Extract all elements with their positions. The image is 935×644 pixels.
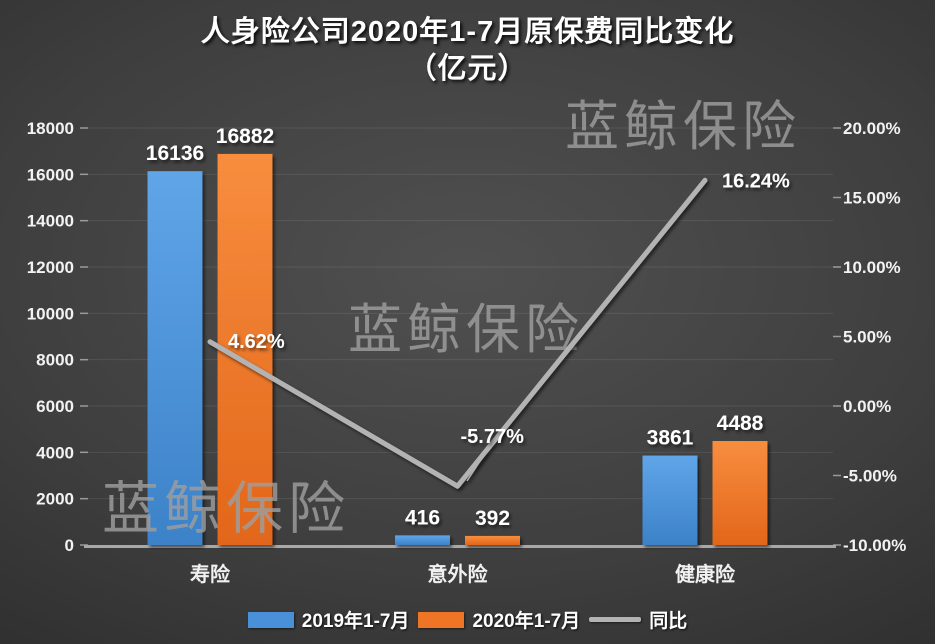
- watermark-layer: 蓝鲸保险 蓝鲸保险 蓝鲸保险: [102, 97, 801, 541]
- bar-2020: [712, 441, 768, 545]
- watermark-bottom-left: 蓝鲸保险: [102, 477, 350, 541]
- bar-2020: [465, 535, 520, 545]
- category-label: 健康险: [675, 562, 736, 586]
- y2-axis-tick-label: 10.00%: [843, 258, 901, 277]
- bar-value-label: 416: [405, 506, 440, 529]
- bar-2019: [395, 535, 450, 545]
- y-axis-tick-label: 6000: [36, 397, 74, 416]
- y-axis-tick-label: 4000: [36, 443, 74, 462]
- legend-swatch-2019: [247, 611, 294, 628]
- chart-title-line2: （亿元）: [407, 53, 528, 85]
- y-axis-tick-label: 2000: [36, 490, 74, 509]
- y-axis-tick-label: 14000: [27, 212, 74, 231]
- category-label: 寿险: [190, 562, 231, 586]
- bar-value-label: 392: [475, 507, 510, 530]
- bar-2019: [147, 171, 203, 545]
- y-axis-tick-label: 0: [65, 536, 74, 555]
- y-axis-tick-label: 8000: [36, 351, 74, 370]
- y2-axis-tick-label: 0.00%: [843, 397, 891, 416]
- line-point-label: 16.24%: [722, 170, 790, 192]
- y2-axis-tick-label: 5.00%: [843, 328, 891, 347]
- y2-axis-tick-label: 15.00%: [843, 189, 901, 208]
- chart-title-line1: 人身险公司2020年1-7月原保费同比变化: [200, 16, 735, 48]
- legend-label-yoy: 同比: [649, 611, 688, 632]
- bar-value-label: 16882: [216, 125, 274, 148]
- yoy-line: [207, 177, 708, 489]
- legend-label-2019: 2019年1-7月: [301, 611, 410, 632]
- legend: 2019年1-7月 2020年1-7月 同比: [0, 606, 935, 633]
- watermark-top-right: 蓝鲸保险: [565, 97, 801, 157]
- line-point-label: 4.62%: [228, 331, 285, 353]
- y-axis-tick-label: 18000: [27, 119, 74, 138]
- gridline-layer: [88, 127, 833, 500]
- watermark-middle: 蓝鲸保险: [348, 300, 584, 360]
- bar-value-label: 3861: [647, 427, 694, 450]
- bar-value-label: 4488: [717, 412, 764, 435]
- legend-item-yoy: 同比: [589, 606, 687, 633]
- category-label: 意外险: [428, 562, 489, 586]
- legend-item-2019: 2019年1-7月: [247, 606, 410, 633]
- bar-value-label: 16136: [146, 142, 204, 165]
- line-point-label: -5.77%: [461, 426, 525, 448]
- line-labels-layer: 4.62% -5.77% 16.24%: [228, 170, 790, 482]
- legend-swatch-2020: [418, 611, 465, 628]
- axis-layer: 0 2000 4000 6000 8000 10000 12000 14000 16000 180…: [27, 119, 907, 586]
- legend-item-2020: 2020年1-7月: [418, 606, 580, 633]
- legend-label-2020: 2020年1-7月: [472, 611, 581, 632]
- bars-layer: [147, 153, 768, 545]
- line-series-layer: [207, 177, 708, 489]
- label-leader-line: [466, 451, 487, 482]
- bar-2019: [642, 455, 698, 545]
- y2-axis-tick-label: -10.00%: [843, 536, 906, 555]
- bar-labels-layer: 16136 416 3861 16882 392 4488: [146, 125, 764, 530]
- y2-axis-tick-label: 20.00%: [843, 119, 901, 138]
- y-axis-tick-label: 10000: [27, 304, 74, 323]
- y-axis-tick-label: 16000: [27, 165, 74, 184]
- y-axis-tick-label: 12000: [27, 258, 74, 277]
- y2-axis-tick-label: -5.00%: [843, 467, 897, 486]
- legend-line-swatch-yoy: [589, 617, 642, 622]
- chart-title: 人身险公司2020年1-7月原保费同比变化 （亿元）: [0, 14, 935, 88]
